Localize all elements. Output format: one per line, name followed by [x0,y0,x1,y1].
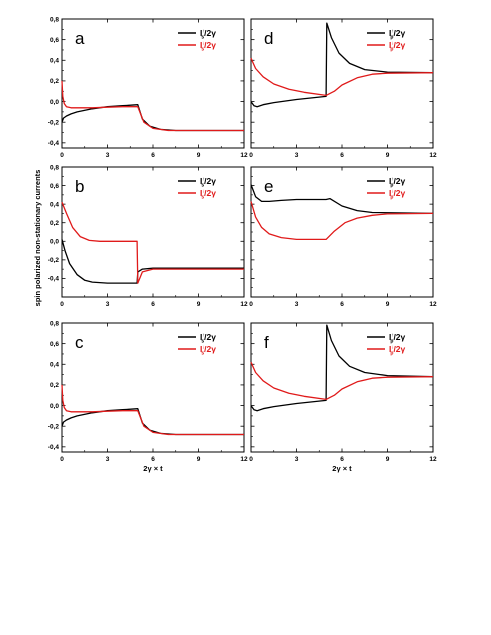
x-tick-label: 0 [249,152,253,159]
panel-letter: b [75,177,84,196]
y-tick-label: -0,4 [48,444,60,451]
panel-d: 0 3 6 9 12 d I↑ p/2γI↓ p/2γ [249,18,437,159]
series-line-down [250,361,434,401]
x-tick-label: 9 [197,456,201,463]
x-tick-label: 0 [60,152,64,159]
x-tick-label: 12 [429,152,437,159]
legend-entry: I↑ p/2γ [389,176,406,189]
legend-entry: I↑ p/2γ [389,332,406,345]
x-tick-label: 12 [429,301,437,308]
x-tick-label: 3 [295,456,299,463]
x-axis-label: 2γ × t [143,464,163,473]
x-tick-label: 3 [106,456,110,463]
series-line-up [61,239,244,284]
series-line-down [61,384,244,436]
series-line-up [61,104,244,132]
y-tick-label: 0,6 [50,183,59,190]
panel-letter: a [75,29,85,48]
x-tick-label: 0 [60,301,64,308]
legend-entry: I↓ s/2γ [200,188,216,201]
plot-frame [250,166,434,298]
x-tick-label: 9 [197,152,201,159]
y-tick-label: 0,0 [50,239,59,246]
legend-entry: I↓ s/2γ [200,40,216,53]
panel-a: 0 3 6 9 12 0,8 0,6 0,4 0,2 0,0 -0,2 -0,4 a I↑ s/2γI↓ s/… [48,16,248,159]
panel-f: 0 3 6 9 12 f I↑ p/2γI↓ p/2γ 2γ × t [249,322,437,473]
panel-letter: c [75,333,84,352]
series-line-down [61,202,244,284]
x-tick-label: 12 [429,456,437,463]
x-tick-label: 6 [151,301,155,308]
y-tick-label: 0,2 [50,382,59,389]
series-line-up [250,324,434,412]
x-tick-label: 3 [106,301,110,308]
plot-frame [61,166,245,298]
y-tick-label: 0,8 [50,320,59,327]
panels: 0 3 6 9 120,80,60,40,20,0-0,2-0,4a I↑ s/2γI↓ s/… [48,16,437,473]
y-tick-label: 0,4 [50,362,59,369]
y-axis-label: spin polarized non-stationary currents [33,170,42,307]
y-tick-label: 0,2 [50,220,59,227]
series-line-down [250,57,434,97]
legend-entry: I↓ s/2γ [200,344,216,357]
x-tick-label: 6 [151,152,155,159]
y-tick-label: 0,2 [50,78,59,85]
y-tick-label: -0,2 [48,257,60,264]
panel-letter: e [264,177,273,196]
plot-frame [250,18,434,149]
panel-letter: f [264,333,269,352]
x-tick-label: 12 [240,456,248,463]
y-tick-label: 0,8 [50,16,59,23]
x-tick-label: 3 [295,301,299,308]
x-tick-label: 6 [340,456,344,463]
x-tick-label: 0 [249,301,253,308]
y-tick-label: 0,8 [50,164,59,171]
legend-entry: I↑ s/2γ [200,28,216,41]
legend-entry: I↑ s/2γ [200,176,216,189]
x-tick-label: 0 [60,456,64,463]
y-tick-label: -0,4 [48,276,60,283]
x-tick-label: 9 [386,301,390,308]
plot-frame [250,322,434,453]
legend-entry: I↓ p/2γ [389,40,406,53]
series-line-down [61,80,244,132]
panel-b: 0 3 6 9 12 0,8 0,6 0,4 0,2 0,0 -0,2 -0,4 b I↑ s/2γI↓ s/… [48,164,248,308]
y-tick-label: -0,2 [48,120,60,127]
x-tick-label: 6 [151,456,155,463]
series-line-up [250,22,434,108]
series-line-up [61,408,244,436]
y-tick-label: 0,4 [50,58,59,65]
panel-letter: d [264,29,273,48]
panel-c: 0 3 6 9 12 0,8 0,6 0,4 0,2 0,0 -0,2 -0,4 c I↑ s/2γI↓ s/… [48,320,248,473]
legend-entry: I↓ p/2γ [389,188,406,201]
x-tick-label: 6 [340,301,344,308]
x-tick-label: 9 [386,456,390,463]
y-tick-label: -0,4 [48,140,60,147]
legend-entry: I↑ p/2γ [389,28,406,41]
panel-e: 0 3 6 9 12 e I↑ p/2γI↓ p/2γ [249,166,437,308]
legend-entry: I↓ p/2γ [389,344,406,357]
y-tick-label: 0,0 [50,403,59,410]
y-tick-label: 0,4 [50,201,59,208]
x-tick-label: 0 [249,456,253,463]
y-tick-label: 0,0 [50,99,59,106]
legend-entry: I↑ s/2γ [200,332,216,345]
x-axis-label: 2γ × t [332,464,352,473]
x-tick-label: 3 [106,152,110,159]
x-tick-label: 9 [386,152,390,159]
y-tick-label: 0,6 [50,37,59,44]
x-tick-label: 3 [295,152,299,159]
x-tick-label: 9 [197,301,201,308]
y-tick-label: -0,2 [48,424,60,431]
x-tick-label: 6 [340,152,344,159]
series-line-down [250,201,434,241]
x-tick-label: 12 [240,152,248,159]
y-tick-label: 0,6 [50,341,59,348]
series-line-up [250,184,434,215]
x-tick-label: 12 [240,301,248,308]
